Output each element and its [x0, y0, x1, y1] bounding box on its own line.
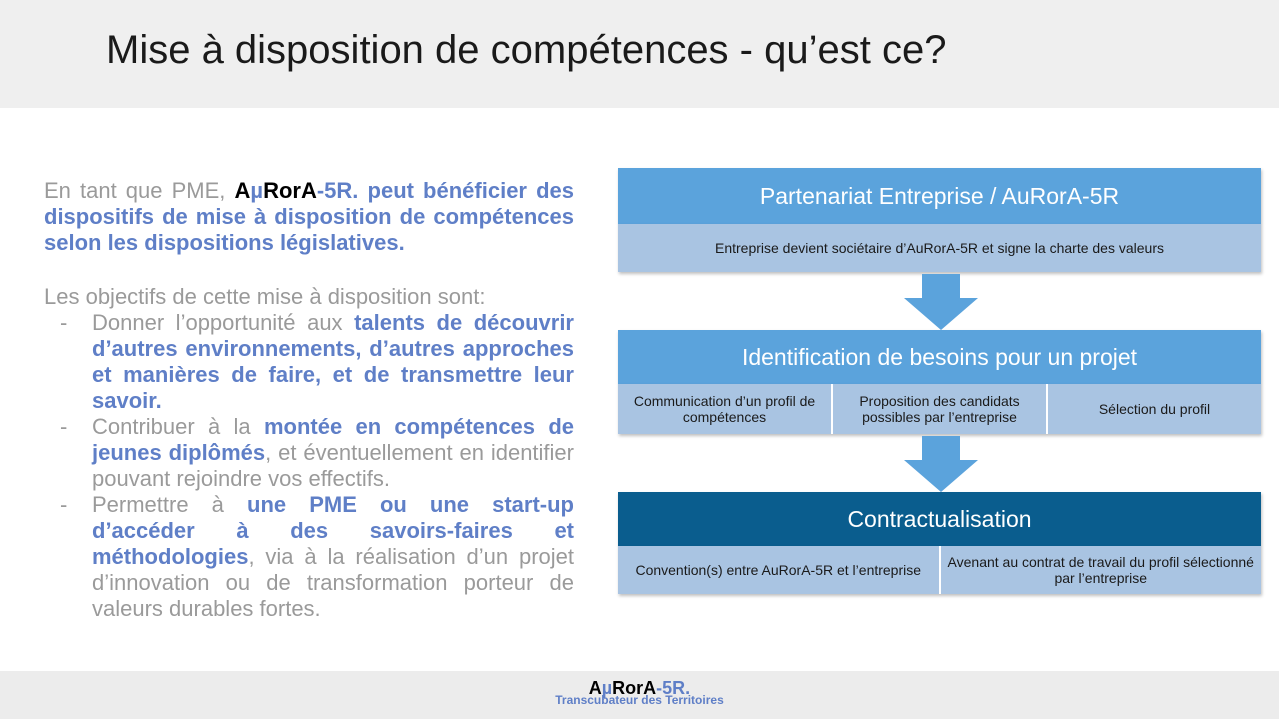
bullet-dash: - [60, 492, 68, 517]
footer-logo: AµRorA-5R. Transcubateur des Territoires [0, 678, 1279, 707]
intro-rest: peut bénéficier des dispositifs de mise … [44, 178, 574, 255]
step2-cell-selection: Sélection du profil [1046, 384, 1261, 434]
header-band: Mise à disposition de compétences - qu’e… [0, 0, 1279, 108]
intro-brand-rora: RorA [263, 178, 317, 203]
bullet-dash: - [60, 310, 68, 335]
logo-rora: RorA [612, 678, 657, 698]
step3-cell-avenant: Avenant au contrat de travail du profil … [938, 546, 1262, 594]
objective-highlight: montée en compétences de jeunes diplômés [92, 414, 574, 465]
intro-brand-a: A [234, 178, 251, 203]
step2-cell-candidates: Proposition des candidats possibles par … [831, 384, 1046, 434]
intro-brand-suffix: -5R. [316, 178, 359, 203]
bullet-dash: - [60, 414, 68, 439]
objective-item: - Donner l’opportunité aux talents de dé… [44, 310, 574, 414]
page-title: Mise à disposition de compétences - qu’e… [106, 28, 947, 72]
step2-title: Identification de besoins pour un projet [741, 343, 1138, 370]
step1-detail-band: Entreprise devient sociétaire d’AuRorA-5… [618, 224, 1261, 272]
step2-cell-profile: Communication d’un profil de compétences [633, 393, 816, 425]
objective-item: - Contribuer à la montée en compétences … [44, 414, 574, 492]
step2-title-band: Identification de besoins pour un projet [618, 330, 1261, 384]
intro-pre: En tant que PME, [44, 178, 235, 203]
objective-text-end: , et éventuellement en identifier pouvan… [92, 440, 574, 491]
footer-band [0, 671, 1279, 719]
objective-highlight: talents de découvrir d’autres environnem… [92, 310, 574, 413]
objectives-list: - Donner l’opportunité aux talents de dé… [44, 310, 574, 622]
step1-cell: Entreprise devient sociétaire d’AuRorA-5… [714, 240, 1164, 256]
objective-text: Contribuer à la [92, 414, 264, 439]
logo-a: A [588, 678, 602, 698]
logo-tagline: Transcubateur des Territoires [555, 693, 724, 707]
down-arrow-icon [904, 274, 978, 330]
intro-brand-mu: µ [250, 178, 264, 203]
logo-mu: µ [601, 678, 613, 698]
down-arrow-icon [904, 436, 978, 492]
objectives-lead: Les objectifs de cette mise à dispositio… [44, 284, 486, 309]
left-text-column: En tant que PME, AµRorA-5R. peut bénéfic… [44, 178, 574, 622]
step3-title: Contractualisation [847, 505, 1032, 532]
objective-highlight: une PME ou une start-up d’accéder à des … [92, 492, 574, 569]
step3-title-band: Contractualisation [618, 492, 1261, 546]
logo-wordmark: AµRorA-5R. [0, 678, 1279, 698]
objective-text: Permettre à [92, 492, 247, 517]
objective-text-end: , via à la réalisation d’un projet d’inn… [92, 544, 574, 621]
step1-title-band: Partenariat Entreprise / AuRorA-5R [618, 168, 1261, 224]
step2-detail-band: Communication d’un profil de compétences… [618, 384, 1261, 434]
objective-item: - Permettre à une PME ou une start-up d’… [44, 492, 574, 622]
step1-title: Partenariat Entreprise / AuRorA-5R [759, 182, 1120, 209]
objective-text: Donner l’opportunité aux [92, 310, 355, 335]
step3-cell-convention: Convention(s) entre AuRorA-5R et l’entre… [635, 562, 922, 578]
step3-detail-band: Convention(s) entre AuRorA-5R et l’entre… [618, 546, 1261, 594]
logo-suffix: -5R. [656, 678, 691, 698]
intro-paragraph: En tant que PME, AµRorA-5R. peut bénéfic… [44, 178, 574, 256]
